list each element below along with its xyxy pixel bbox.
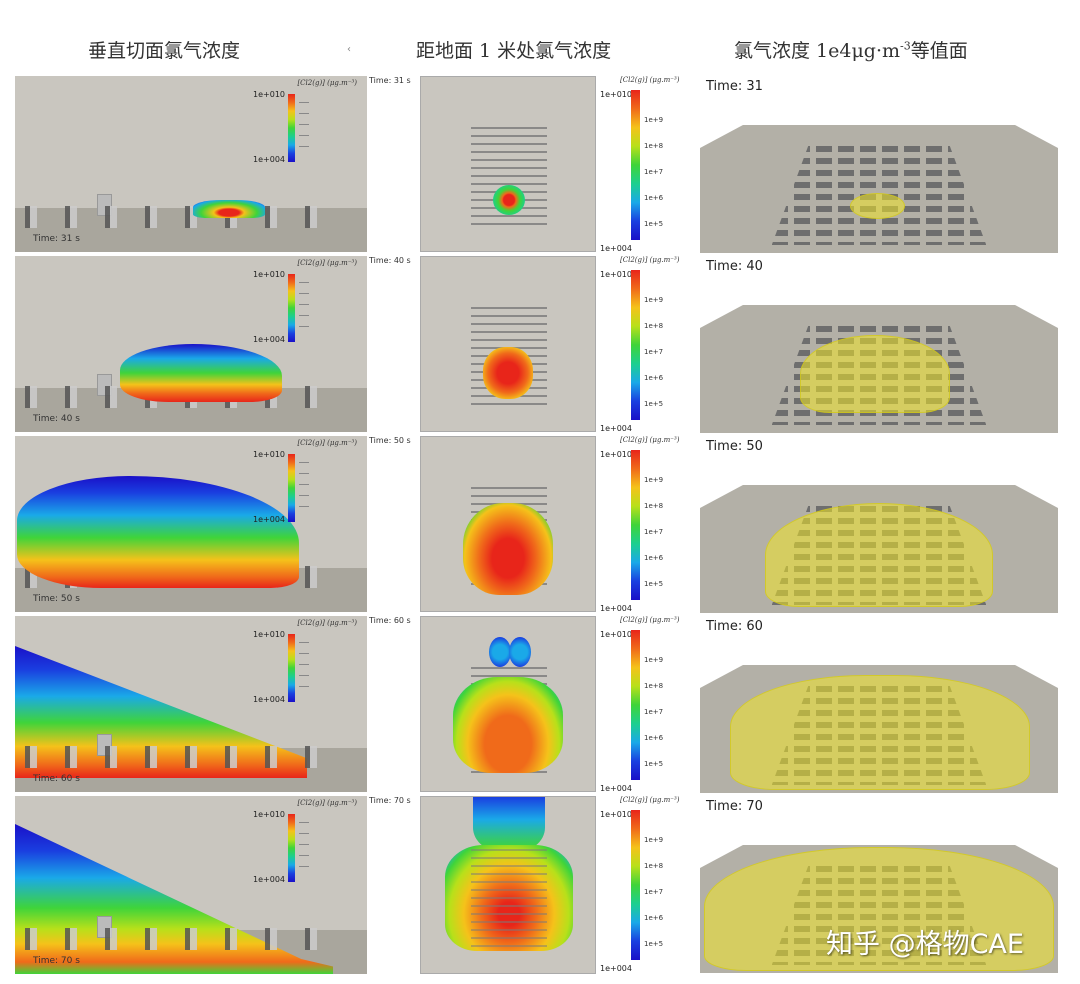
colorbar — [631, 90, 640, 240]
chlorine-plume — [193, 200, 265, 218]
chlorine-plume — [17, 476, 299, 588]
legend-min: 1e+004 — [253, 155, 285, 164]
stray-mark: ‹ — [347, 44, 351, 55]
legend-title: [Cl2(g)] (μg.m⁻³) — [297, 79, 357, 87]
header-vertical-slice: 垂直切面氯气浓度 — [88, 40, 241, 62]
vertical-slice-panel-60: [Cl2(g)] (μg.m⁻³) 1e+010 1e+004 Time: 60… — [15, 616, 367, 792]
isosurface-panel-50 — [700, 485, 1058, 613]
isosurface-panel-60 — [700, 665, 1058, 793]
top-view-panel-60 — [420, 616, 596, 792]
vertical-slice-panel-40: [Cl2(g)] (μg.m⁻³) 1e+010 1e+004 Time: 40… — [15, 256, 367, 432]
colorbar — [288, 94, 295, 162]
top-view-legend: [Cl2(g)] (μg.m⁻³) 1e+010 1e+9 1e+8 1e+7 … — [600, 76, 680, 253]
side-time-label: Time: 31 s — [369, 76, 411, 85]
chlorine-plume — [120, 344, 282, 402]
concentration-blob — [493, 185, 525, 215]
legend-max: 1e+010 — [253, 90, 285, 99]
isosurface — [850, 193, 905, 219]
colorbar-ticks — [299, 102, 309, 156]
watermark: 知乎 @格物CAE — [826, 929, 1024, 960]
vertical-slice-panel-70: [Cl2(g)] (μg.m⁻³) 1e+010 1e+004 Time: 70… — [15, 796, 367, 974]
slice-time-label: Time: 31 s — [33, 234, 80, 244]
building-rows — [15, 206, 327, 228]
top-view-panel-70 — [420, 796, 596, 974]
isosurface-panel-40 — [700, 305, 1058, 433]
vertical-slice-panel-31: [Cl2(g)] (μg.m⁻³) 1e+010 1e+004 Time: 31… — [15, 76, 367, 252]
iso-time-label: Time: 31 — [706, 79, 763, 94]
vertical-slice-panel-50: [Cl2(g)] (μg.m⁻³) 1e+010 1e+004 Time: 50… — [15, 436, 367, 612]
top-view-panel-50 — [420, 436, 596, 612]
chlorine-plume — [15, 824, 333, 974]
isosurface-panel-70 — [700, 845, 1058, 973]
top-view-panel-40 — [420, 256, 596, 432]
top-view-panel-31 — [420, 76, 596, 252]
header-isosurface: 氯气浓度 1e4μg·m-3等值面 — [734, 39, 968, 62]
isosurface-panel-31 — [700, 125, 1058, 253]
header-ground-level: 距地面 1 米处氯气浓度 — [416, 40, 612, 62]
